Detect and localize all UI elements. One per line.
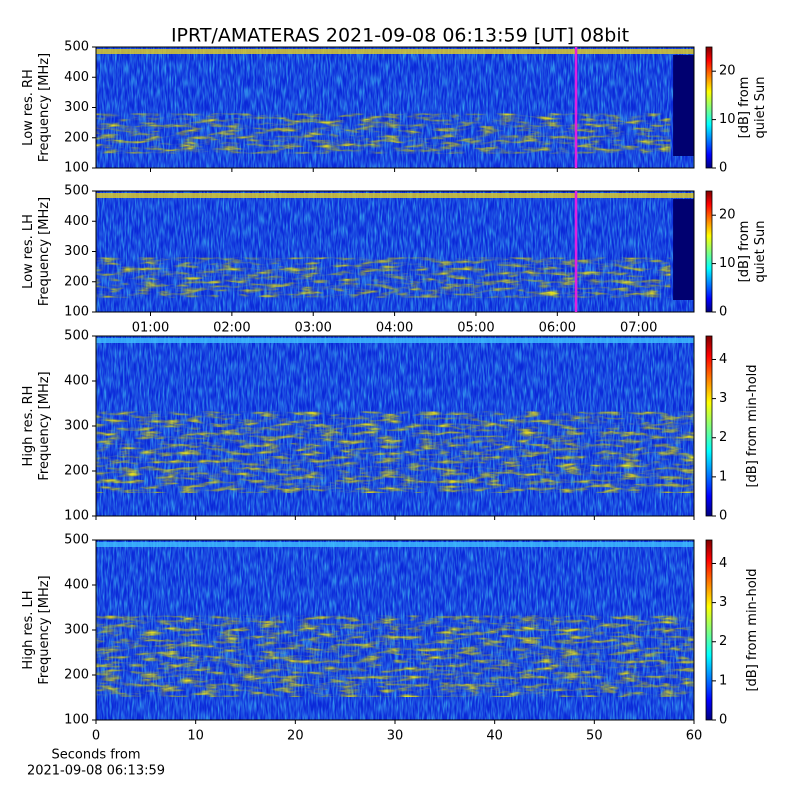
colorbar-label: [dB] fromquiet Sun — [737, 220, 768, 282]
spectrogram-dark — [673, 55, 694, 156]
y-tick-label: 200 — [64, 464, 89, 479]
y-tick-label: 400 — [64, 70, 89, 85]
y-tick-label: 300 — [64, 244, 89, 259]
colorbar-tick-label: 3 — [719, 595, 727, 610]
colorbar-tick-label: 0 — [719, 713, 727, 728]
colorbar-tick-label: 10 — [719, 112, 736, 127]
y-tick-label: 300 — [64, 100, 89, 115]
spectrogram-band — [96, 411, 694, 493]
colorbar-tick-label: 4 — [719, 352, 727, 367]
spectrogram-edge — [96, 193, 694, 198]
y-tick-label: 100 — [64, 509, 89, 524]
y-axis-label: Low res. RHFrequency [MHz] — [21, 53, 52, 162]
y-axis-label-line: High res. RH — [21, 386, 36, 467]
y-axis-label: High res. RHFrequency [MHz] — [21, 371, 52, 480]
spectrogram-dark — [673, 199, 694, 300]
colorbar-label-line: [dB] from min-hold — [745, 568, 760, 691]
y-tick-label: 500 — [64, 329, 89, 344]
colorbar-tick-label: 3 — [719, 391, 727, 406]
colorbar-label-line: quiet Sun — [753, 76, 768, 138]
x-tick-label: 60 — [686, 729, 703, 744]
y-axis-label-line: Frequency [MHz] — [37, 53, 52, 162]
y-axis-label: High res. LHFrequency [MHz] — [21, 575, 52, 684]
spectrogram-edge — [96, 338, 694, 343]
colorbar-label: [dB] fromquiet Sun — [737, 76, 768, 138]
x-tick-label: 20 — [287, 729, 304, 744]
y-axis-label-line: Frequency [MHz] — [37, 197, 52, 306]
y-axis-label-line: Low res. LH — [21, 214, 36, 289]
x-tick-label: 07:00 — [620, 321, 657, 336]
x-tick-label: 06:00 — [539, 321, 576, 336]
y-tick-label: 300 — [64, 419, 89, 434]
colorbar-tick-label: 2 — [719, 634, 727, 649]
colorbar-tick-label: 1 — [719, 673, 727, 688]
colorbar — [705, 190, 713, 313]
colorbar-tick-label: 0 — [719, 305, 727, 320]
x-tick-label: 01:00 — [132, 321, 169, 336]
colorbar-label-line: quiet Sun — [753, 220, 768, 282]
spectrogram-band — [96, 257, 671, 298]
colorbar-tick-label: 1 — [719, 469, 727, 484]
y-tick-label: 300 — [64, 623, 89, 638]
colorbar-tick-label: 0 — [719, 161, 727, 176]
colorbar-tick-label: 20 — [719, 64, 736, 79]
colorbar-tick-label: 10 — [719, 256, 736, 271]
y-tick-label: 100 — [64, 305, 89, 320]
x-axis-label: Seconds from — [51, 748, 140, 763]
colorbar-label: [dB] from min-hold — [745, 568, 760, 691]
colorbar-label-line: [dB] from — [737, 77, 752, 139]
y-tick-label: 100 — [64, 713, 89, 728]
y-axis-label-line: High res. LH — [21, 590, 36, 669]
y-axis-label: Low res. LHFrequency [MHz] — [21, 197, 52, 306]
x-tick-label: 10 — [187, 729, 204, 744]
x-tick-label: 0 — [92, 729, 100, 744]
y-axis-label-line: Frequency [MHz] — [37, 575, 52, 684]
y-tick-label: 200 — [64, 274, 89, 289]
colorbar-tick-label: 2 — [719, 430, 727, 445]
colorbar-tick-label: 4 — [719, 556, 727, 571]
figure-title: IPRT/AMATERAS 2021-09-08 06:13:59 [UT] 0… — [171, 25, 629, 47]
y-tick-label: 400 — [64, 214, 89, 229]
colorbar-tick-label: 0 — [719, 509, 727, 524]
x-tick-label: 02:00 — [213, 321, 250, 336]
x-tick-label: 04:00 — [376, 321, 413, 336]
spectrogram-band — [96, 113, 671, 154]
colorbar — [705, 335, 713, 517]
x-tick-label: 50 — [586, 729, 603, 744]
y-tick-label: 400 — [64, 578, 89, 593]
colorbar — [705, 46, 713, 169]
x-tick-label: 05:00 — [457, 321, 494, 336]
colorbar-label-line: [dB] from — [737, 221, 752, 283]
spectrogram-edge — [96, 542, 694, 547]
y-tick-label: 400 — [64, 374, 89, 389]
y-tick-label: 500 — [64, 533, 89, 548]
y-tick-label: 200 — [64, 668, 89, 683]
colorbar-label: [dB] from min-hold — [745, 364, 760, 487]
y-tick-label: 200 — [64, 130, 89, 145]
spectrogram-band — [96, 615, 694, 697]
x-axis-label: 2021-09-08 06:13:59 — [27, 764, 165, 779]
spectrogram-edge — [96, 49, 694, 54]
y-tick-label: 100 — [64, 161, 89, 176]
colorbar-tick-label: 20 — [719, 208, 736, 223]
x-tick-label: 30 — [387, 729, 404, 744]
colorbar — [705, 539, 713, 721]
y-axis-label-line: Frequency [MHz] — [37, 371, 52, 480]
x-tick-label: 03:00 — [294, 321, 331, 336]
y-axis-label-line: Low res. RH — [21, 69, 36, 146]
y-tick-label: 500 — [64, 40, 89, 55]
x-tick-label: 40 — [486, 729, 503, 744]
colorbar-label-line: [dB] from min-hold — [745, 364, 760, 487]
y-tick-label: 500 — [64, 184, 89, 199]
